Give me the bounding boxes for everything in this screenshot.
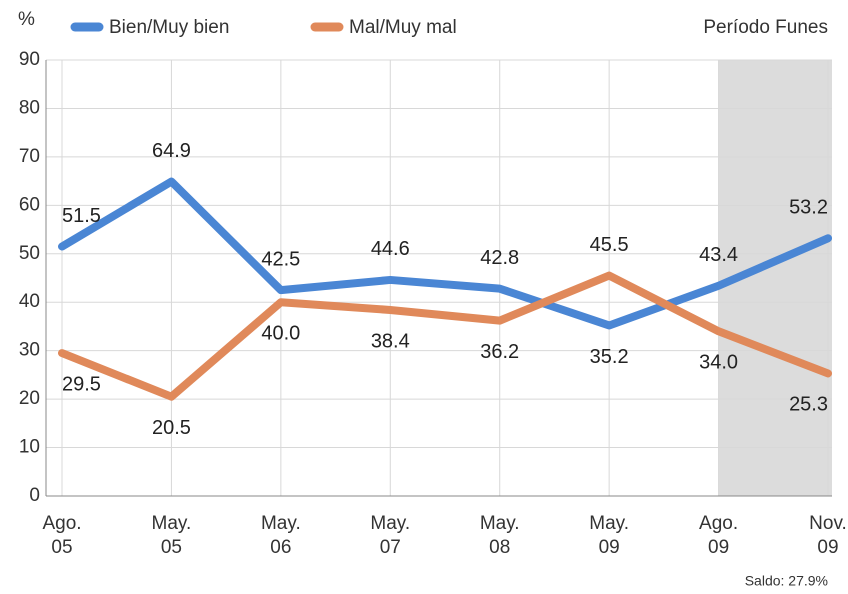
footnote: Saldo: 27.9% <box>745 573 828 589</box>
x-tick-label: May. 07 <box>370 513 410 558</box>
x-tick-label: May. 06 <box>261 513 301 558</box>
y-tick-label: 70 <box>19 146 40 167</box>
y-tick-label: 90 <box>19 49 40 70</box>
x-tick-label: Nov. 09 <box>809 513 847 558</box>
value-label: 34.0 <box>699 352 738 374</box>
series-line <box>58 177 832 330</box>
value-label: 29.5 <box>62 373 101 395</box>
value-label: 42.8 <box>480 247 519 269</box>
legend-label: Mal/Muy mal <box>349 17 457 38</box>
x-tick-label: May. 08 <box>480 513 520 558</box>
y-tick-label: 20 <box>19 388 40 409</box>
x-tick-label: May. 05 <box>152 513 192 558</box>
value-label: 64.9 <box>152 140 191 162</box>
value-label: 35.2 <box>590 346 629 368</box>
y-axis-label: % <box>18 9 35 30</box>
value-label: 43.4 <box>699 244 738 266</box>
value-label: 20.5 <box>152 417 191 439</box>
y-tick-label: 30 <box>19 340 40 361</box>
x-tick-label: May. 09 <box>589 513 629 558</box>
value-label: 36.2 <box>480 341 519 363</box>
value-label: 25.3 <box>789 394 828 416</box>
y-tick-label: 10 <box>19 437 40 458</box>
value-label: 40.0 <box>261 323 300 345</box>
y-tick-label: 50 <box>19 243 40 264</box>
x-tick-label: Ago. 09 <box>699 513 738 558</box>
y-tick-label: 60 <box>19 194 40 215</box>
y-tick-label: 80 <box>19 97 40 118</box>
value-label: 45.5 <box>590 234 629 256</box>
series-line <box>58 271 832 401</box>
value-label: 42.5 <box>261 248 300 270</box>
annotation: Período Funes <box>703 17 828 38</box>
legend-label: Bien/Muy bien <box>109 17 229 38</box>
y-tick-label: 40 <box>19 291 40 312</box>
value-label: 44.6 <box>371 238 410 260</box>
x-tick-label: Ago. 05 <box>42 513 81 558</box>
value-label: 53.2 <box>789 197 828 219</box>
value-label: 38.4 <box>371 330 410 352</box>
y-tick-label: 0 <box>29 485 40 506</box>
value-label: 51.5 <box>62 205 101 227</box>
